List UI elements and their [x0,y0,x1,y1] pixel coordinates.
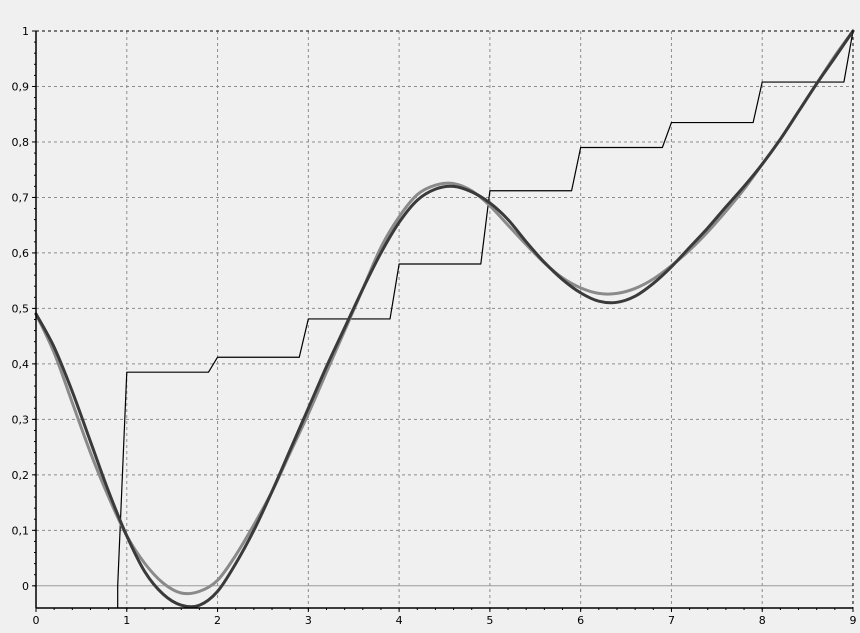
x-tick-labels: 0 1 2 3 4 5 6 7 8 9 [33,614,857,627]
dark-curve-line [34,29,855,609]
axes [32,30,854,612]
y-tick-label: 0,1 [12,524,30,537]
x-tick-label: 8 [759,614,766,627]
y-tick-label: 0,7 [12,191,30,204]
y-tick-label: 0,4 [12,358,30,371]
y-tick-label: 0,2 [12,469,30,482]
y-tick-label: 0,8 [12,136,30,149]
y-tick-label: 1 [22,25,29,38]
y-tick-label: 0,6 [12,247,30,260]
x-tick-label: 7 [668,614,675,627]
x-tick-label: 9 [850,614,857,627]
x-tick-label: 3 [305,614,312,627]
y-tick-label: 0 [22,580,29,593]
y-tick-label: 0,3 [12,413,30,426]
step-series-line [117,30,854,609]
y-tick-label: 0,9 [12,80,30,93]
x-tick-label: 2 [214,614,221,627]
y-tick-labels: 0 0,1 0,2 0,3 0,4 0,5 0,6 0,7 0,8 0,9 1 [12,25,30,593]
x-tick-label: 1 [123,614,130,627]
y-tick-label: 0,5 [12,302,30,315]
series-lines [34,29,855,609]
x-tick-label: 6 [577,614,584,627]
x-tick-label: 4 [396,614,403,627]
gray-curve-line [34,29,855,596]
x-tick-label: 0 [33,614,40,627]
x-tick-label: 5 [486,614,493,627]
